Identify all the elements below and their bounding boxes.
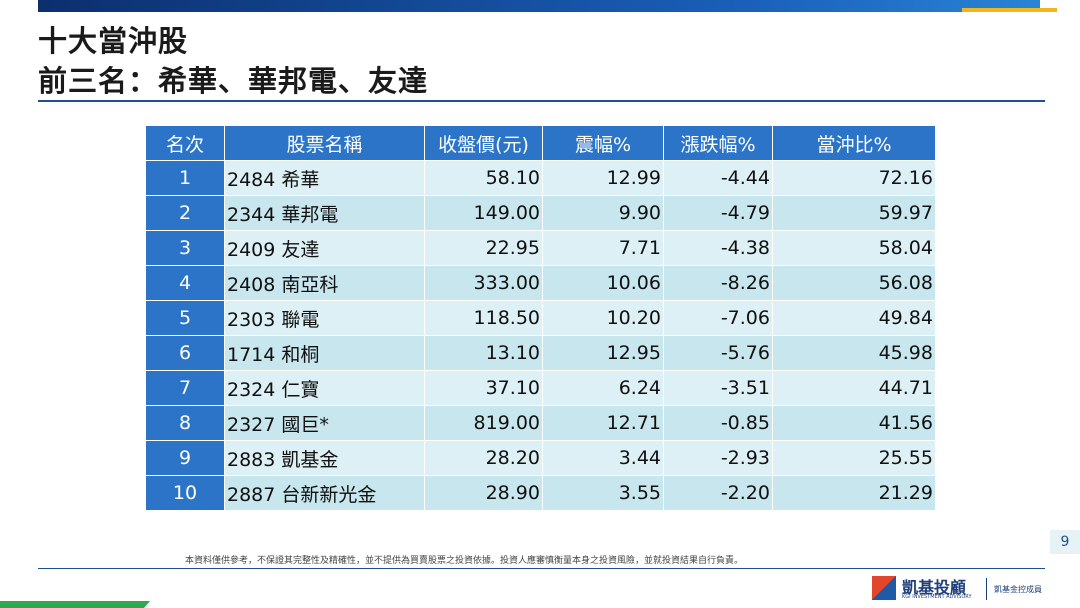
value-cell: 25.55: [772, 440, 936, 476]
column-header: 名次: [146, 126, 225, 161]
value-cell: 333.00: [424, 265, 543, 301]
value-cell: -4.38: [663, 230, 773, 266]
table-body: 1 2484 希華 58.10 12.99 -4.44 72.16 2 2344 華邦電 149…: [146, 160, 936, 510]
rank-cell: 10: [146, 475, 225, 510]
value-cell: -3.51: [663, 370, 773, 406]
page-number: 9: [1050, 530, 1080, 554]
value-cell: 10.06: [542, 265, 664, 301]
table-row: 9 2883 凱基金 28.20 3.44 -2.93 25.55: [146, 440, 936, 476]
value-cell: 12.99: [542, 160, 664, 196]
rank-cell: 1: [146, 160, 225, 196]
value-cell: 45.98: [772, 335, 936, 371]
value-cell: -5.76: [663, 335, 773, 371]
stock-cell: 2303 聯電: [224, 300, 425, 336]
value-cell: 9.90: [542, 195, 664, 231]
value-cell: 56.08: [772, 265, 936, 301]
rank-cell: 4: [146, 265, 225, 301]
value-cell: 3.44: [542, 440, 664, 476]
column-header: 當沖比%: [772, 126, 936, 161]
value-cell: 12.95: [542, 335, 664, 371]
table-row: 6 1714 和桐 13.10 12.95 -5.76 45.98: [146, 335, 936, 371]
stock-cell: 2883 凱基金: [224, 440, 425, 476]
stock-cell: 2409 友達: [224, 230, 425, 266]
value-cell: 28.90: [424, 475, 543, 510]
value-cell: 21.29: [772, 475, 936, 510]
footer-line: [38, 568, 1045, 569]
stock-cell: 2327 國巨*: [224, 405, 425, 441]
ranking-table: 名次 股票名稱 收盤價(元) 震幅% 漲跌幅% 當沖比% 1 2484 希華 58.10 12.…: [146, 126, 936, 510]
value-cell: 819.00: [424, 405, 543, 441]
value-cell: -4.79: [663, 195, 773, 231]
stock-cell: 2324 仁寶: [224, 370, 425, 406]
value-cell: 7.71: [542, 230, 664, 266]
value-cell: 37.10: [424, 370, 543, 406]
subtitle: 前三名：希華、華邦電、友達: [38, 64, 429, 98]
value-cell: 28.20: [424, 440, 543, 476]
rank-cell: 8: [146, 405, 225, 441]
logo-member: 凱基金控成員: [994, 585, 1042, 594]
rank-cell: 2: [146, 195, 225, 231]
value-cell: 13.10: [424, 335, 543, 371]
rank-cell: 9: [146, 440, 225, 476]
table-row: 3 2409 友達 22.95 7.71 -4.38 58.04: [146, 230, 936, 266]
rank-cell: 7: [146, 370, 225, 406]
accent-bar: [962, 8, 1057, 12]
value-cell: 44.71: [772, 370, 936, 406]
divider: [38, 100, 1045, 102]
value-cell: 59.97: [772, 195, 936, 231]
logo-english: KGI INVESTMENT ADVISORY: [902, 594, 972, 600]
table-row: 7 2324 仁寶 37.10 6.24 -3.51 44.71: [146, 370, 936, 406]
rank-cell: 6: [146, 335, 225, 371]
value-cell: 118.50: [424, 300, 543, 336]
stock-cell: 1714 和桐: [224, 335, 425, 371]
value-cell: 58.04: [772, 230, 936, 266]
value-cell: -0.85: [663, 405, 773, 441]
table-row: 1 2484 希華 58.10 12.99 -4.44 72.16: [146, 160, 936, 196]
rank-cell: 3: [146, 230, 225, 266]
top-bar: [38, 0, 1040, 12]
value-cell: -4.44: [663, 160, 773, 196]
value-cell: 149.00: [424, 195, 543, 231]
value-cell: 22.95: [424, 230, 543, 266]
bottom-bar: [0, 601, 150, 608]
value-cell: 3.55: [542, 475, 664, 510]
column-header: 漲跌幅%: [663, 126, 773, 161]
value-cell: 41.56: [772, 405, 936, 441]
rank-cell: 5: [146, 300, 225, 336]
value-cell: 49.84: [772, 300, 936, 336]
stock-cell: 2344 華邦電: [224, 195, 425, 231]
table-row: 5 2303 聯電 118.50 10.20 -7.06 49.84: [146, 300, 936, 336]
value-cell: -7.06: [663, 300, 773, 336]
table-row: 2 2344 華邦電 149.00 9.90 -4.79 59.97: [146, 195, 936, 231]
disclaimer: 本資料僅供參考，不保證其完整性及精確性，並不提供為買賣股票之投資依據。投資人應審…: [185, 556, 744, 566]
column-header: 收盤價(元): [424, 126, 543, 161]
value-cell: 58.10: [424, 160, 543, 196]
value-cell: -2.93: [663, 440, 773, 476]
logo-name: 凱基投顧: [902, 578, 967, 597]
stock-cell: 2408 南亞科: [224, 265, 425, 301]
stock-cell: 2484 希華: [224, 160, 425, 196]
title: 十大當沖股: [38, 24, 189, 58]
stock-cell: 2887 台新新光金: [224, 475, 425, 510]
value-cell: 12.71: [542, 405, 664, 441]
value-cell: -2.20: [663, 475, 773, 510]
table-row: 4 2408 南亞科 333.00 10.06 -8.26 56.08: [146, 265, 936, 301]
table-row: 8 2327 國巨* 819.00 12.71 -0.85 41.56: [146, 405, 936, 441]
column-header: 震幅%: [542, 126, 664, 161]
value-cell: -8.26: [663, 265, 773, 301]
value-cell: 6.24: [542, 370, 664, 406]
column-header: 股票名稱: [224, 126, 425, 161]
value-cell: 10.20: [542, 300, 664, 336]
logo-sep: [986, 578, 987, 600]
table-row: 10 2887 台新新光金 28.90 3.55 -2.20 21.29: [146, 475, 936, 510]
header-row: 名次 股票名稱 收盤價(元) 震幅% 漲跌幅% 當沖比%: [146, 126, 936, 161]
value-cell: 72.16: [772, 160, 936, 196]
logo-icon: [872, 576, 896, 600]
